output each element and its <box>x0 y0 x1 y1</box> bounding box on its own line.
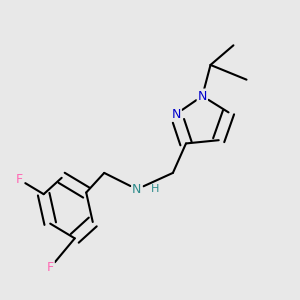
Text: N: N <box>172 107 181 121</box>
Text: F: F <box>47 261 54 274</box>
Text: F: F <box>16 173 23 186</box>
Text: H: H <box>151 184 159 194</box>
Text: N: N <box>198 89 207 103</box>
Text: N: N <box>132 183 142 196</box>
